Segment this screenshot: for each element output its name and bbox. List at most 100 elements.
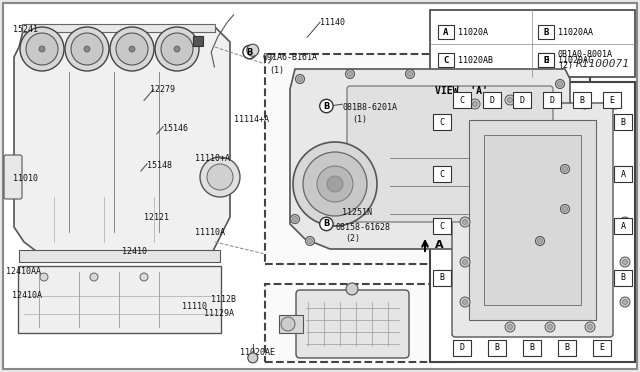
- Circle shape: [307, 238, 312, 244]
- Circle shape: [563, 206, 568, 212]
- Text: C: C: [440, 118, 445, 126]
- FancyBboxPatch shape: [593, 340, 611, 356]
- Circle shape: [155, 27, 199, 71]
- FancyBboxPatch shape: [433, 166, 451, 182]
- Text: 15146: 15146: [163, 124, 188, 133]
- FancyBboxPatch shape: [469, 120, 596, 320]
- FancyBboxPatch shape: [488, 340, 506, 356]
- FancyBboxPatch shape: [483, 92, 501, 108]
- Text: 11129A: 11129A: [204, 309, 234, 318]
- Circle shape: [320, 99, 333, 113]
- FancyBboxPatch shape: [438, 25, 454, 39]
- Circle shape: [463, 299, 467, 305]
- Circle shape: [536, 237, 545, 246]
- Text: C: C: [444, 55, 449, 64]
- Text: 11020A: 11020A: [458, 28, 488, 36]
- Circle shape: [460, 297, 470, 307]
- Circle shape: [26, 33, 58, 65]
- Circle shape: [557, 81, 563, 87]
- Circle shape: [320, 217, 333, 231]
- Circle shape: [406, 70, 415, 78]
- Text: 091A6-B161A: 091A6-B161A: [262, 53, 317, 62]
- Circle shape: [612, 102, 618, 106]
- Text: D: D: [543, 55, 548, 64]
- Circle shape: [40, 273, 48, 281]
- Text: (1): (1): [352, 115, 367, 124]
- Circle shape: [298, 77, 303, 81]
- Text: E: E: [543, 55, 548, 64]
- FancyBboxPatch shape: [193, 36, 204, 46]
- Circle shape: [161, 33, 193, 65]
- Circle shape: [582, 102, 588, 106]
- FancyBboxPatch shape: [453, 92, 471, 108]
- Circle shape: [610, 99, 620, 109]
- Circle shape: [346, 70, 355, 78]
- Circle shape: [561, 205, 570, 214]
- Circle shape: [463, 219, 467, 224]
- Circle shape: [346, 283, 358, 295]
- Text: 1112B: 1112B: [211, 295, 236, 304]
- Text: E: E: [600, 343, 605, 353]
- Text: 0B1A0-8001A
(2): 0B1A0-8001A (2): [558, 50, 613, 70]
- FancyBboxPatch shape: [513, 92, 531, 108]
- Text: B: B: [246, 48, 253, 57]
- Circle shape: [408, 71, 413, 77]
- Text: 12410A: 12410A: [12, 291, 42, 300]
- Circle shape: [547, 324, 552, 330]
- Circle shape: [243, 45, 256, 59]
- FancyBboxPatch shape: [543, 92, 561, 108]
- Circle shape: [71, 33, 103, 65]
- Circle shape: [110, 27, 154, 71]
- Circle shape: [556, 80, 564, 89]
- FancyBboxPatch shape: [573, 92, 591, 108]
- Circle shape: [508, 324, 513, 330]
- Circle shape: [460, 257, 470, 267]
- Circle shape: [460, 217, 470, 227]
- Text: 15241: 15241: [13, 25, 38, 34]
- Circle shape: [65, 27, 109, 71]
- Circle shape: [207, 164, 233, 190]
- Circle shape: [281, 317, 295, 331]
- Circle shape: [129, 46, 135, 52]
- Text: D: D: [490, 96, 495, 105]
- Circle shape: [317, 166, 353, 202]
- Text: 11140: 11140: [320, 18, 345, 27]
- Text: 11110+A: 11110+A: [195, 154, 230, 163]
- Text: C: C: [460, 96, 465, 105]
- FancyBboxPatch shape: [614, 166, 632, 182]
- Text: 11110: 11110: [182, 302, 207, 311]
- Text: 11114+A: 11114+A: [234, 115, 269, 124]
- Text: E: E: [609, 96, 614, 105]
- Circle shape: [348, 71, 353, 77]
- Circle shape: [116, 33, 148, 65]
- FancyBboxPatch shape: [433, 114, 451, 130]
- Circle shape: [505, 95, 515, 105]
- FancyBboxPatch shape: [18, 266, 221, 333]
- Circle shape: [305, 237, 314, 246]
- Circle shape: [39, 46, 45, 52]
- Text: 11110A: 11110A: [195, 228, 225, 237]
- FancyBboxPatch shape: [19, 250, 220, 262]
- Circle shape: [293, 142, 377, 226]
- Circle shape: [470, 99, 480, 109]
- Circle shape: [620, 257, 630, 267]
- FancyBboxPatch shape: [538, 53, 554, 67]
- Text: A: A: [621, 170, 625, 179]
- Circle shape: [580, 99, 590, 109]
- Text: B: B: [564, 343, 570, 353]
- FancyBboxPatch shape: [296, 290, 409, 358]
- FancyBboxPatch shape: [614, 114, 632, 130]
- Circle shape: [545, 322, 555, 332]
- Text: 15148: 15148: [147, 161, 172, 170]
- Text: B: B: [621, 118, 625, 126]
- Circle shape: [84, 46, 90, 52]
- FancyBboxPatch shape: [430, 82, 635, 362]
- Text: C: C: [440, 170, 445, 179]
- FancyBboxPatch shape: [265, 54, 590, 264]
- FancyBboxPatch shape: [603, 92, 621, 108]
- FancyBboxPatch shape: [347, 86, 553, 222]
- Circle shape: [20, 27, 64, 71]
- Circle shape: [200, 157, 240, 197]
- Circle shape: [620, 217, 630, 227]
- Text: 12410AA: 12410AA: [6, 267, 42, 276]
